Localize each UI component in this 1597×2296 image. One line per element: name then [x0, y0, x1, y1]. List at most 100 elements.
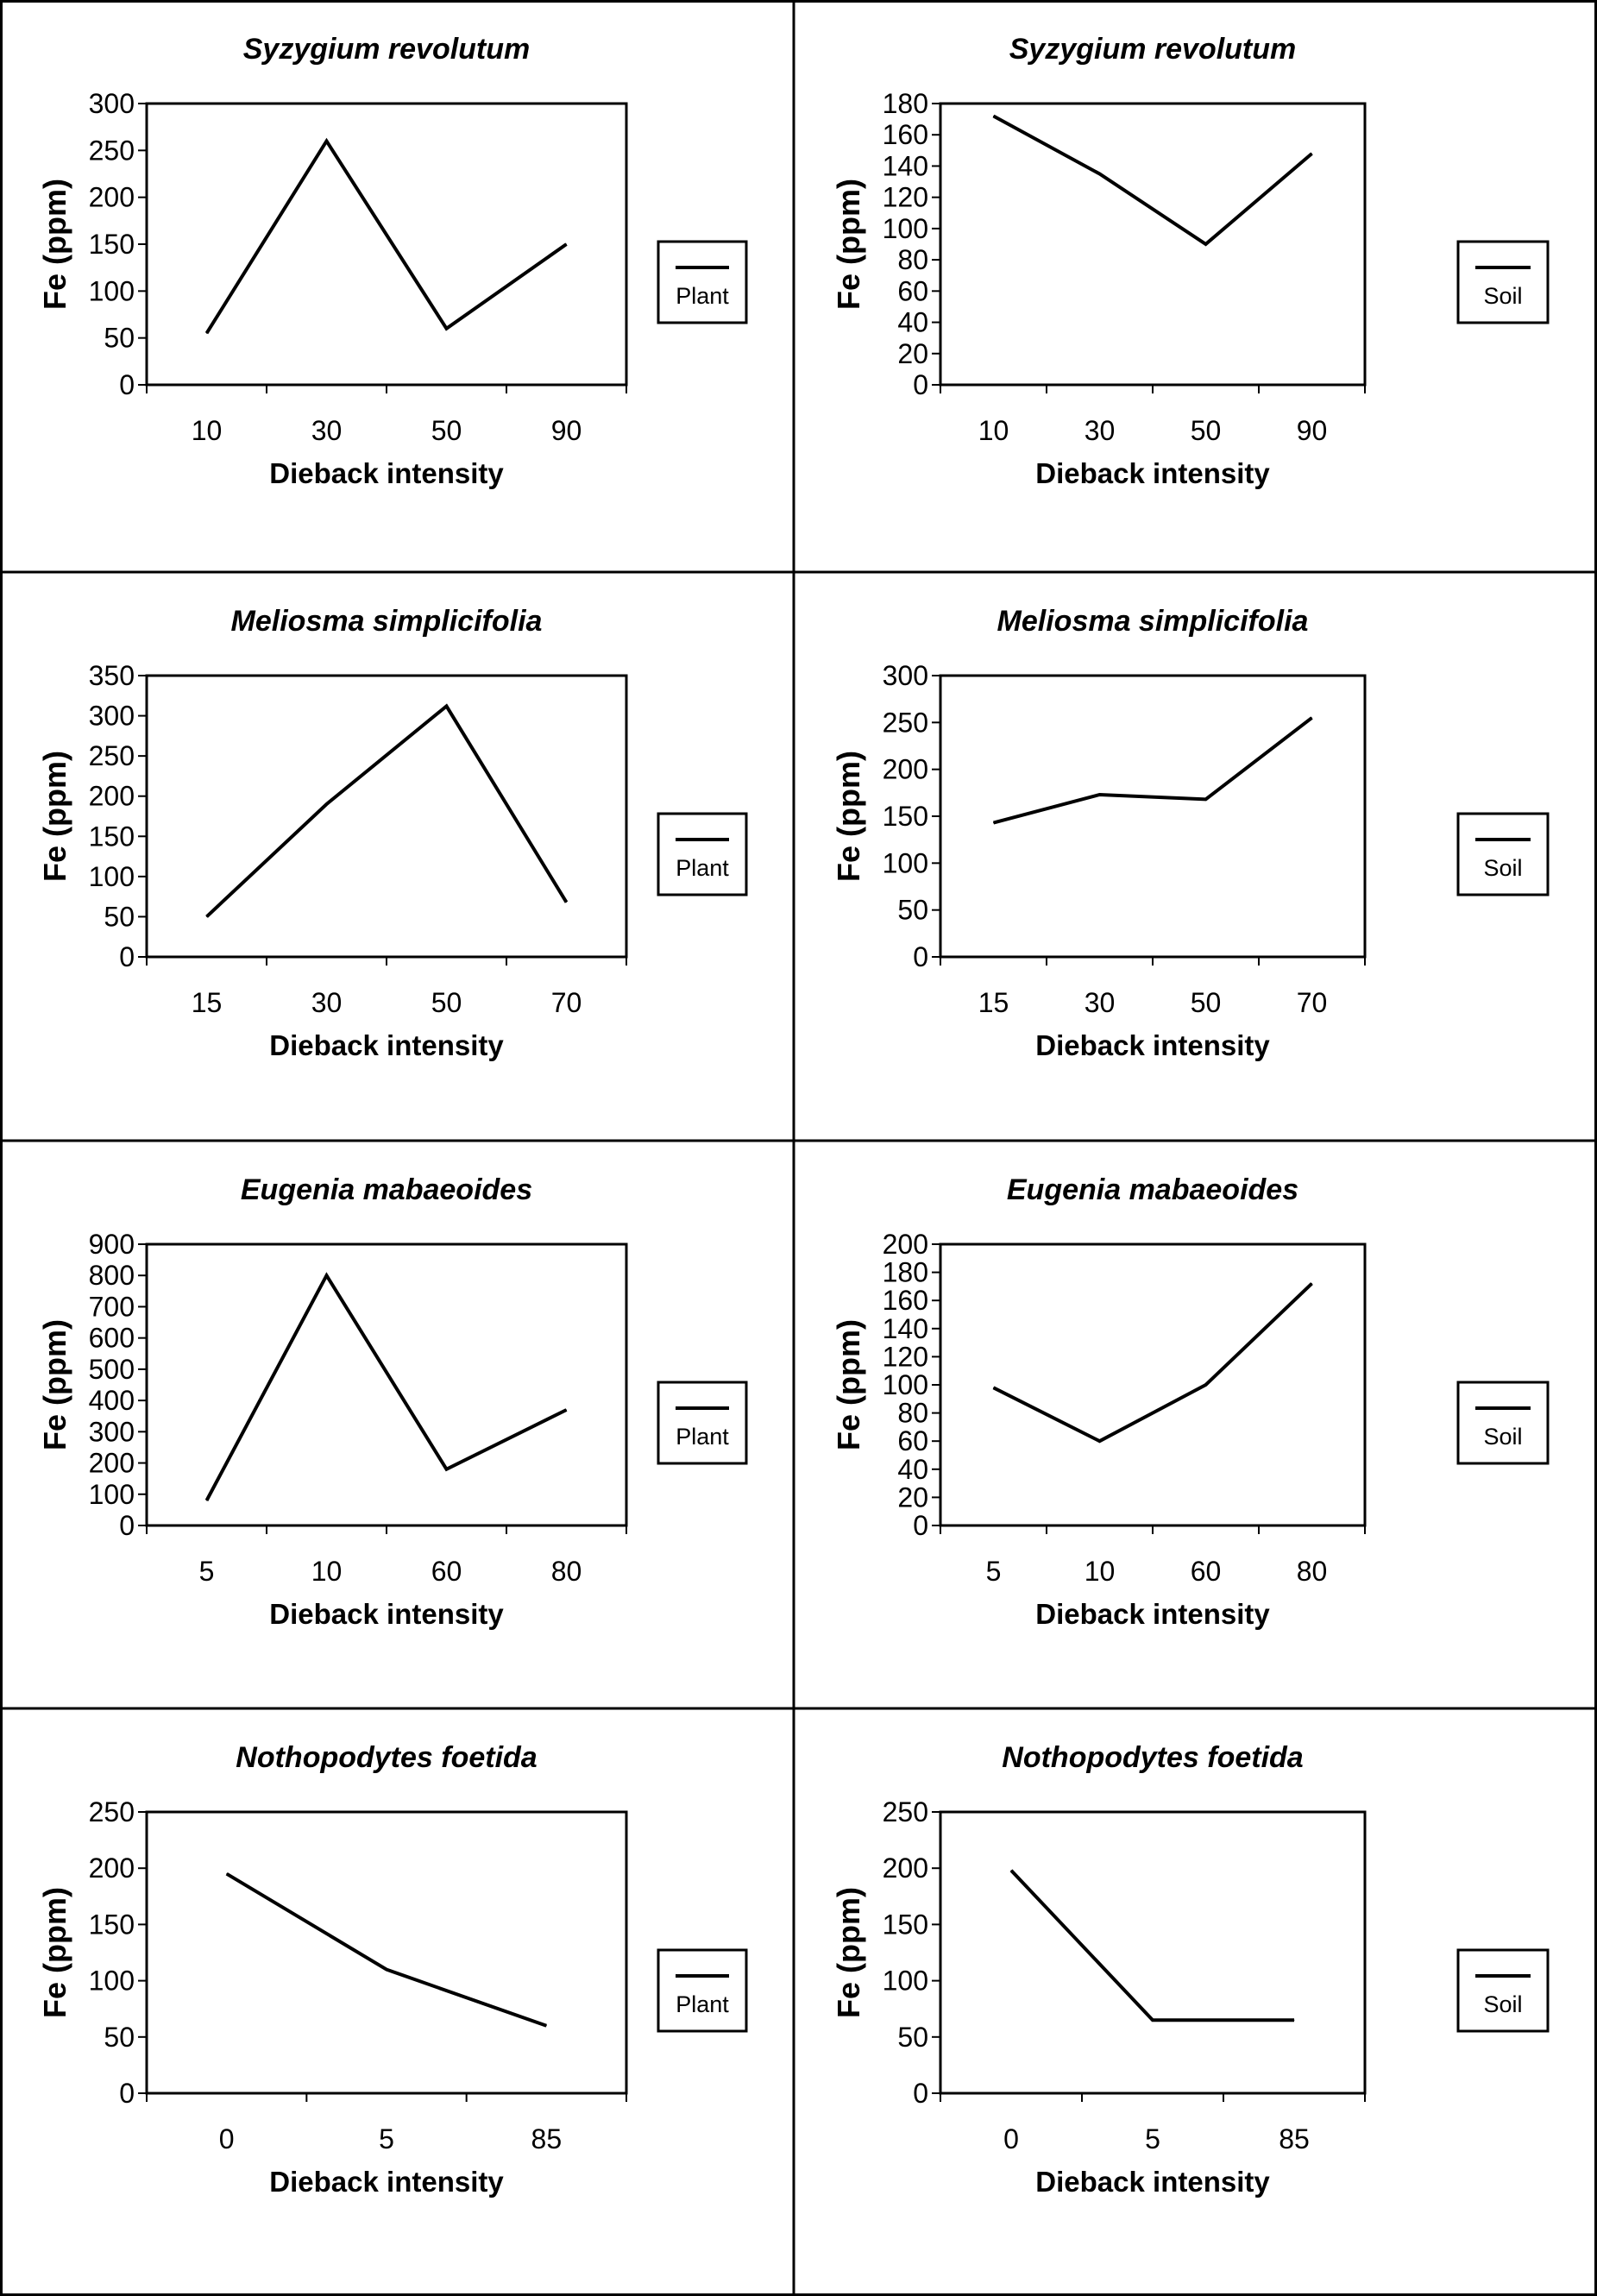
plot-area	[145, 102, 628, 387]
data-point	[226, 1873, 228, 1875]
x-tick-label: 70	[1297, 987, 1328, 1018]
x-tick-label: 30	[1085, 415, 1116, 446]
data-point	[1152, 2019, 1154, 2021]
y-tick-label: 50	[104, 901, 135, 932]
y-tick-label: 50	[897, 2022, 928, 2053]
chart-panel-1: Syzygium revolutum 0 50 100 150 200 250 300 10 30…	[37, 33, 748, 489]
chart-title: Nothopodytes foetida	[1002, 1741, 1303, 1774]
y-tick-label: 100	[89, 1966, 135, 1997]
x-axis-label: Dieback intensity	[1035, 1598, 1270, 1630]
y-tick-label: 160	[883, 1285, 928, 1316]
plot-area	[939, 1810, 1367, 2095]
plot-area	[145, 1810, 628, 2095]
data-point	[326, 140, 327, 142]
legend-box	[657, 240, 748, 324]
x-axis-label: Dieback intensity	[1035, 2166, 1270, 2198]
data-point	[1205, 243, 1206, 245]
x-tick-label: 60	[1191, 1556, 1222, 1587]
y-tick-label: 200	[89, 781, 135, 812]
x-axis-label: Dieback intensity	[269, 1029, 504, 1061]
y-axis-label: Fe (ppm)	[831, 751, 866, 882]
legend: Soil	[1456, 1948, 1550, 2033]
y-tick-label: 140	[883, 150, 928, 181]
data-point	[566, 1409, 567, 1411]
legend-box	[657, 1948, 748, 2033]
y-tick-label: 150	[883, 801, 928, 832]
data-point	[1205, 798, 1206, 800]
chart-panel-7: Nothopodytes foetida 0 50 100 150 200 250 0 5 85 D…	[37, 1741, 748, 2198]
x-tick-label: 50	[431, 415, 462, 446]
data-point	[1293, 2019, 1295, 2021]
legend: Plant	[657, 1381, 748, 1465]
y-tick-label: 200	[883, 1853, 928, 1884]
data-point	[993, 822, 994, 824]
chart-title: Eugenia mabaeoides	[1007, 1173, 1298, 1206]
y-tick-label: 350	[89, 660, 135, 691]
y-axis-label: Fe (ppm)	[37, 1319, 72, 1450]
legend-label: Plant	[676, 283, 729, 309]
y-tick-label: 800	[89, 1260, 135, 1291]
legend: Plant	[657, 812, 748, 896]
data-point	[446, 328, 447, 330]
y-tick-label: 0	[119, 2078, 135, 2109]
data-point	[206, 915, 207, 917]
y-tick-label: 300	[89, 701, 135, 732]
y-tick-label: 200	[89, 1448, 135, 1479]
y-tick-label: 100	[89, 1479, 135, 1510]
y-tick-label: 50	[104, 323, 135, 354]
y-tick-label: 150	[89, 821, 135, 852]
y-tick-label: 300	[883, 660, 928, 691]
y-tick-label: 200	[89, 182, 135, 213]
y-tick-label: 40	[897, 307, 928, 338]
plot-area	[145, 1242, 628, 1527]
legend: Soil	[1456, 1381, 1550, 1465]
y-tick-label: 0	[119, 1510, 135, 1541]
x-tick-label: 60	[431, 1556, 462, 1587]
legend-box	[1456, 240, 1550, 324]
y-tick-label: 160	[883, 119, 928, 150]
chart-title: Syzygium revolutum	[1009, 33, 1297, 66]
x-tick-label: 90	[1297, 415, 1328, 446]
x-tick-label: 0	[1003, 2123, 1019, 2154]
y-tick-label: 180	[883, 88, 928, 119]
chart-panel-4: Meliosma simplicifolia 0 50 100 150 200 250 300…	[831, 605, 1550, 1061]
chart-panel-3: Meliosma simplicifolia 0 50 100 150 200 250 300…	[37, 605, 748, 1061]
data-point	[993, 1387, 994, 1388]
legend-label: Soil	[1483, 283, 1522, 309]
y-tick-label: 250	[89, 740, 135, 771]
y-axis-label: Fe (ppm)	[37, 1887, 72, 2018]
plot-area	[939, 674, 1367, 959]
y-tick-label: 0	[913, 2078, 928, 2109]
chart-title: Syzygium revolutum	[243, 33, 531, 66]
plot-area	[939, 1242, 1367, 1527]
y-tick-label: 150	[883, 1909, 928, 1940]
legend-label: Plant	[676, 1424, 729, 1450]
legend: Plant	[657, 1948, 748, 2033]
y-tick-label: 200	[883, 754, 928, 785]
x-axis-label: Dieback intensity	[269, 2166, 504, 2198]
y-tick-label: 0	[119, 369, 135, 400]
legend: Soil	[1456, 240, 1550, 324]
series-line-soil	[992, 716, 1313, 825]
legend-box	[1456, 1948, 1550, 2033]
y-tick-label: 500	[89, 1354, 135, 1385]
x-tick-label: 85	[1279, 2123, 1310, 2154]
x-tick-label: 80	[1297, 1556, 1328, 1587]
data-point	[1099, 173, 1100, 174]
y-tick-label: 20	[897, 1481, 928, 1513]
y-tick-label: 100	[883, 1369, 928, 1400]
series-line-plant	[205, 703, 569, 918]
y-tick-label: 200	[89, 1853, 135, 1884]
legend-label: Soil	[1483, 855, 1522, 881]
legend-label: Plant	[676, 1991, 729, 2017]
y-tick-label: 50	[104, 2022, 135, 2053]
y-axis-label: Fe (ppm)	[831, 1319, 866, 1450]
y-tick-label: 80	[897, 1398, 928, 1429]
x-tick-label: 5	[199, 1556, 215, 1587]
x-axis-label: Dieback intensity	[269, 1598, 504, 1630]
x-tick-label: 50	[1191, 987, 1222, 1018]
y-tick-label: 180	[883, 1257, 928, 1288]
chart-title: Eugenia mabaeoides	[241, 1173, 532, 1206]
y-axis-label: Fe (ppm)	[37, 751, 72, 882]
